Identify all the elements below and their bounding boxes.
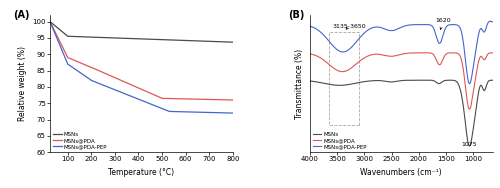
MSNs@PDA-PEP (190, 111, 196, 113)
MSNs@PDA (373, 53, 379, 55)
MSNs@PDA-PEP (128, 95, 134, 97)
MSNs@PDA-PEP (230, 112, 236, 114)
Text: 3135-3650: 3135-3650 (332, 24, 366, 29)
MSNs@PDA-PEP (451, 24, 457, 26)
MSNs@PDA (403, 52, 409, 55)
Line: MSNs: MSNs (50, 22, 233, 42)
Y-axis label: Relative weight (%): Relative weight (%) (18, 46, 27, 121)
MSNs (490, 79, 496, 81)
MSNs (47, 20, 53, 23)
Legend: MSNs, MSNs@PDA, MSNs@PDA-PEP: MSNs, MSNs@PDA, MSNs@PDA-PEP (312, 131, 368, 149)
Text: 1620: 1620 (435, 18, 451, 30)
Line: MSNs@PDA: MSNs@PDA (310, 53, 492, 109)
Line: MSNs@PDA: MSNs@PDA (50, 22, 233, 100)
MSNs@PDA (320, 59, 326, 61)
Line: MSNs@PDA-PEP: MSNs@PDA-PEP (310, 21, 492, 84)
MSNs@PDA (66, 57, 71, 59)
MSNs (373, 80, 379, 82)
MSNs (128, 37, 134, 40)
MSNs@PDA-PEP (373, 26, 379, 28)
MSNs@PDA (490, 52, 496, 54)
MSNs@PDA-PEP (381, 27, 387, 30)
MSNs@PDA (121, 80, 127, 83)
MSNs@PDA (381, 54, 387, 56)
MSNs@PDA-PEP (403, 24, 409, 27)
MSNs@PDA-PEP (424, 24, 430, 26)
MSNs (403, 79, 409, 81)
MSNs@PDA-PEP (66, 64, 71, 66)
MSNs@PDA (466, 108, 472, 110)
MSNs@PDA-PEP (320, 34, 326, 36)
Bar (329, 32, 359, 125)
MSNs@PDA-PEP (172, 111, 178, 113)
MSNs@PDA-PEP (193, 111, 199, 113)
MSNs@PDA-PEP (121, 92, 127, 95)
MSNs@PDA-PEP (488, 20, 494, 22)
MSNs (381, 80, 387, 82)
MSNs (306, 80, 312, 82)
MSNs (66, 35, 71, 37)
Legend: MSNs, MSNs@PDA, MSNs@PDA-PEP: MSNs, MSNs@PDA, MSNs@PDA-PEP (53, 131, 108, 149)
Text: 1075: 1075 (462, 142, 477, 147)
MSNs@PDA (424, 52, 430, 54)
MSNs@PDA (47, 20, 53, 23)
MSNs@PDA-PEP (306, 25, 312, 27)
MSNs@PDA (422, 52, 428, 54)
MSNs@PDA (452, 52, 458, 54)
Y-axis label: Transmittance (%): Transmittance (%) (295, 49, 304, 119)
Text: (B): (B) (288, 10, 304, 20)
MSNs@PDA (190, 98, 196, 100)
MSNs@PDA (306, 53, 312, 55)
MSNs (452, 79, 458, 82)
Line: MSNs@PDA-PEP: MSNs@PDA-PEP (50, 22, 233, 113)
MSNs@PDA (128, 83, 134, 86)
MSNs (421, 79, 427, 81)
Text: (A): (A) (14, 10, 30, 20)
X-axis label: Wavenumbers (cm⁻¹): Wavenumbers (cm⁻¹) (360, 168, 442, 177)
MSNs@PDA-PEP (47, 20, 53, 23)
MSNs (193, 40, 199, 42)
MSNs (320, 82, 326, 84)
MSNs (466, 145, 472, 147)
MSNs (230, 41, 236, 43)
X-axis label: Temperature (°C): Temperature (°C) (108, 168, 174, 177)
MSNs (121, 37, 127, 39)
MSNs@PDA (172, 98, 178, 100)
MSNs (424, 79, 430, 81)
MSNs@PDA (193, 98, 199, 100)
MSNs@PDA-PEP (466, 83, 472, 85)
MSNs (172, 39, 178, 41)
MSNs (190, 40, 196, 42)
Line: MSNs: MSNs (310, 80, 492, 146)
MSNs@PDA-PEP (490, 21, 496, 23)
MSNs@PDA (230, 99, 236, 101)
